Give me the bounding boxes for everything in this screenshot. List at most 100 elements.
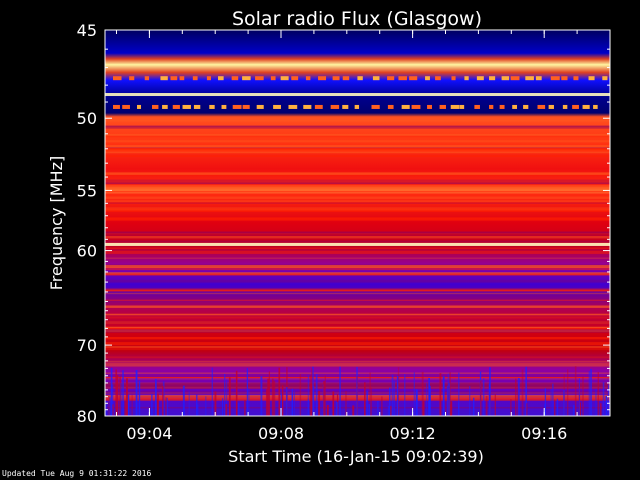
- spectrogram-striation: [188, 391, 190, 416]
- y-tick-label: 55: [77, 181, 97, 200]
- spectrogram-striation: [195, 394, 198, 416]
- spectrogram-striation: [588, 370, 590, 416]
- burst-mark: [357, 76, 363, 81]
- burst-mark: [387, 104, 394, 109]
- burst-mark: [113, 104, 120, 109]
- spectrogram-striation: [404, 374, 406, 416]
- spectrogram-streak: [105, 233, 610, 235]
- spectrogram-striation: [318, 391, 321, 416]
- spectrogram-striation: [271, 378, 274, 416]
- burst-mark: [387, 76, 395, 81]
- burst-mark: [411, 104, 421, 109]
- x-axis-label: Start Time (16-Jan-15 09:02:39): [228, 447, 484, 466]
- burst-mark: [242, 76, 251, 81]
- spectrogram-streak: [105, 342, 610, 346]
- spectrogram-striation: [323, 381, 326, 416]
- burst-mark: [129, 76, 135, 81]
- spectrogram-striation: [428, 377, 430, 416]
- spectrogram-striation: [458, 372, 460, 416]
- spectrogram-streak: [105, 250, 610, 254]
- spectrogram-striation: [413, 372, 415, 416]
- spectrogram-striation: [517, 377, 520, 416]
- spectrogram-streak: [105, 236, 610, 239]
- spectrogram-striation: [157, 393, 159, 416]
- burst-mark: [218, 76, 224, 81]
- spectrogram-streak: [105, 363, 610, 367]
- burst-mark: [398, 76, 407, 81]
- burst-mark: [144, 76, 150, 81]
- spectrogram-streak: [105, 257, 610, 260]
- burst-mark: [451, 76, 456, 81]
- spectrogram-striation: [377, 400, 379, 416]
- spectrogram-striation: [226, 379, 228, 416]
- x-tick-label: 09:12: [390, 424, 436, 443]
- spectrogram-striation: [162, 385, 164, 416]
- spectrogram-streak: [105, 145, 610, 148]
- burst-mark: [401, 104, 410, 109]
- burst-mark: [170, 76, 178, 81]
- spectrogram-striation: [246, 368, 248, 416]
- burst-mark: [425, 76, 430, 81]
- chart-title: Solar radio Flux (Glasgow): [232, 8, 482, 30]
- spectrogram-streak: [105, 231, 610, 235]
- spectrogram-striation: [556, 398, 559, 416]
- burst-mark: [182, 104, 191, 109]
- burst-mark: [602, 76, 608, 81]
- spectrogram-striation: [228, 377, 231, 416]
- burst-mark: [489, 104, 494, 109]
- spectrogram-striation: [315, 373, 318, 416]
- spectrogram-striation: [393, 380, 395, 416]
- spectrogram-striation: [602, 382, 605, 416]
- spectrogram-streak: [105, 266, 610, 271]
- burst-mark: [303, 104, 312, 109]
- spectrogram-striation: [183, 386, 185, 416]
- burst-mark: [409, 76, 418, 81]
- spectrogram-striation: [480, 380, 482, 416]
- burst-mark: [512, 104, 518, 109]
- spectrogram-streak: [105, 288, 610, 292]
- spectrogram-striation: [311, 368, 313, 416]
- spectrogram-striation: [238, 402, 240, 416]
- spectrogram-striation: [280, 390, 282, 416]
- burst-mark: [179, 76, 185, 81]
- spectrogram-striation: [165, 397, 167, 416]
- burst-mark: [172, 104, 180, 109]
- bright-line: [105, 242, 610, 246]
- spectrogram-striation: [299, 374, 302, 416]
- spectrogram-striation: [291, 393, 294, 416]
- spectrogram-striation: [579, 402, 582, 416]
- burst-mark: [122, 104, 130, 109]
- burst-mark: [499, 104, 505, 109]
- spectrogram-striation: [396, 375, 399, 416]
- spectrogram-striation: [567, 369, 569, 416]
- spectrogram-streak: [105, 235, 610, 239]
- spectrogram-streak: [105, 299, 610, 301]
- spectrogram-striation: [307, 398, 309, 416]
- burst-mark: [291, 76, 299, 81]
- burst-mark: [593, 104, 598, 109]
- spectrogram-bands: [105, 76, 610, 416]
- spectrogram-striation: [421, 371, 424, 416]
- spectrogram-striation: [450, 401, 453, 416]
- burst-mark: [371, 104, 380, 109]
- spectrogram-striation: [442, 376, 445, 416]
- burst-mark: [537, 104, 546, 109]
- spectrogram-striation: [115, 369, 118, 416]
- spectrogram-striation: [124, 400, 127, 416]
- spectrogram-striation: [280, 393, 282, 416]
- spectrogram-striation: [222, 398, 224, 416]
- burst-mark: [489, 76, 496, 81]
- spectrogram-striation: [336, 401, 338, 416]
- spectrogram-streak: [105, 321, 610, 324]
- spectrogram-streak: [105, 329, 610, 332]
- spectrogram-streak: [105, 155, 610, 157]
- spectrogram-streak: [105, 326, 610, 329]
- y-tick-label: 60: [77, 242, 97, 261]
- spectrogram-striation: [426, 383, 428, 416]
- spectrogram-striation: [550, 389, 552, 416]
- spectrogram-striation: [109, 397, 111, 416]
- y-tick-label: 70: [77, 336, 97, 355]
- spectrogram-streak: [105, 279, 610, 283]
- spectrogram-striation: [387, 405, 390, 416]
- spectrogram-striation: [267, 378, 270, 416]
